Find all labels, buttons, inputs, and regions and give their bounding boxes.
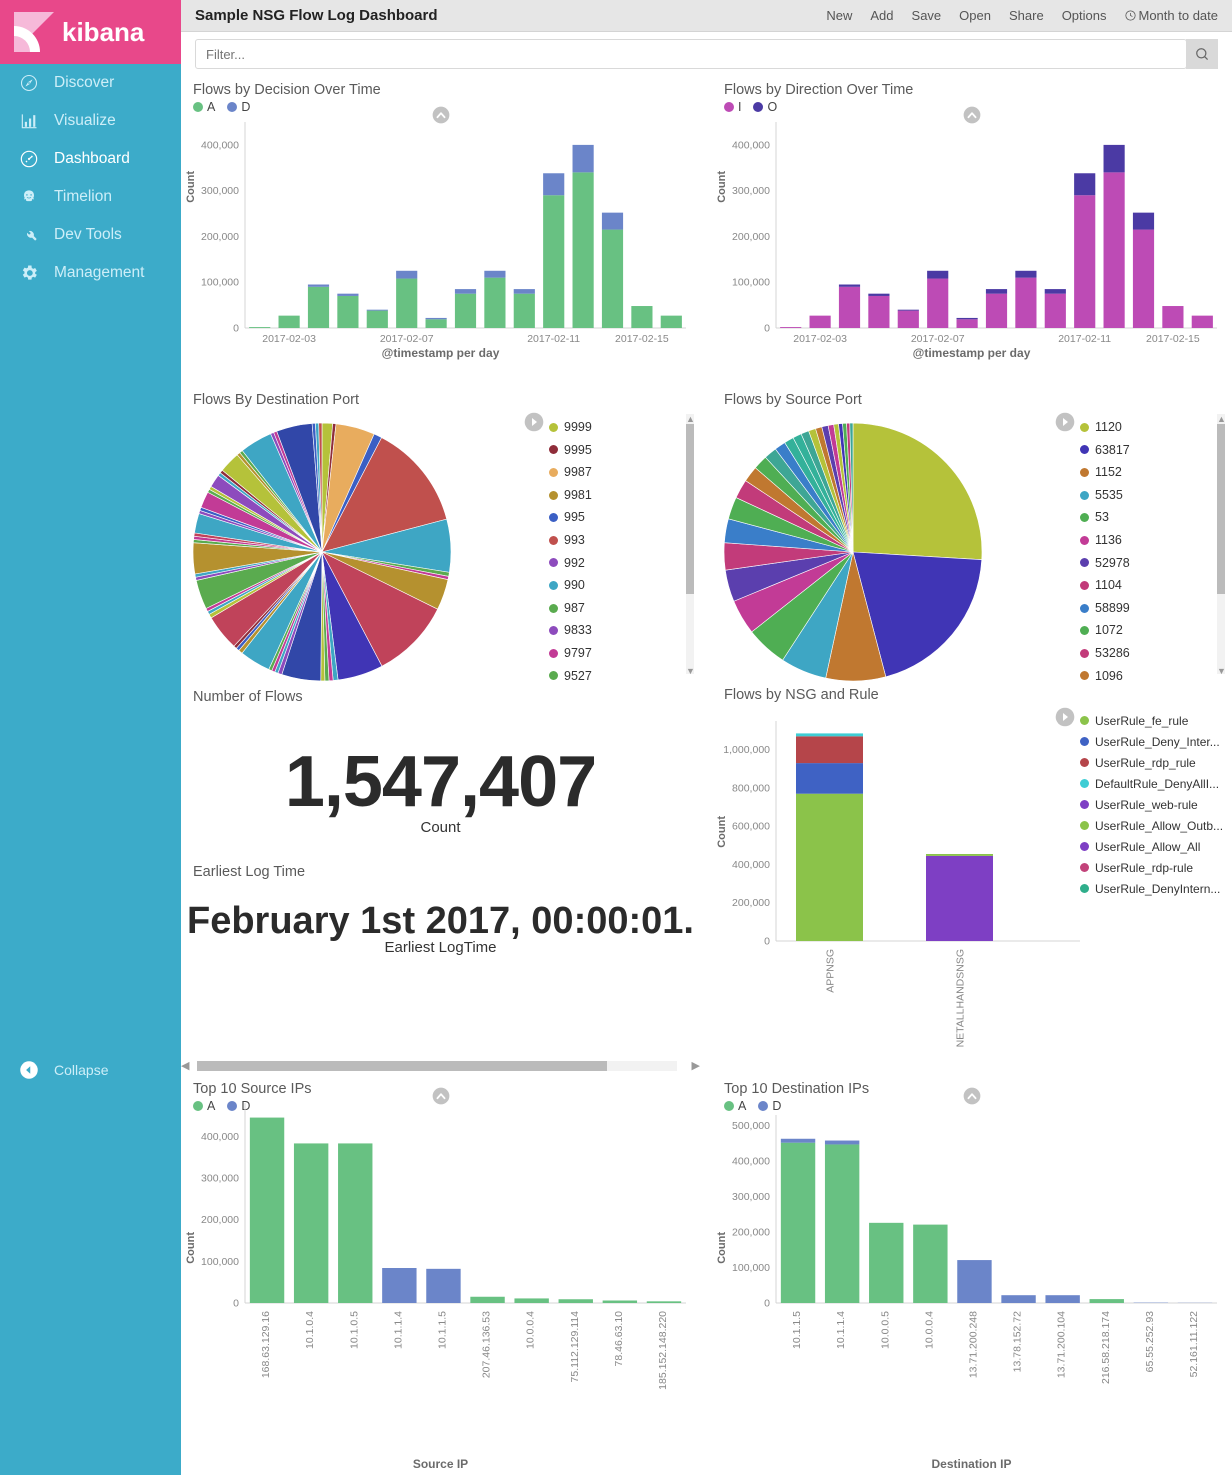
svg-text:300,000: 300,000 xyxy=(201,1173,239,1185)
svg-text:10.1.1.4: 10.1.1.4 xyxy=(835,1311,847,1349)
svg-text:52.161.11.122: 52.161.11.122 xyxy=(1188,1311,1200,1378)
svg-text:400,000: 400,000 xyxy=(732,1156,770,1168)
svg-text:10.1.1.5: 10.1.1.5 xyxy=(436,1311,448,1349)
svg-text:400,000: 400,000 xyxy=(732,139,770,151)
svg-text:1,000,000: 1,000,000 xyxy=(723,744,770,756)
svg-text:2017-02-03: 2017-02-03 xyxy=(793,333,847,345)
svg-text:2017-02-03: 2017-02-03 xyxy=(262,333,316,345)
svg-text:207.46.136.53: 207.46.136.53 xyxy=(481,1311,493,1378)
svg-text:2017-02-07: 2017-02-07 xyxy=(911,333,965,345)
svg-text:78.46.63.10: 78.46.63.10 xyxy=(613,1311,625,1367)
svg-text:0: 0 xyxy=(233,1298,239,1310)
svg-text:0: 0 xyxy=(233,323,239,335)
svg-text:400,000: 400,000 xyxy=(201,139,239,151)
svg-text:200,000: 200,000 xyxy=(732,231,770,243)
svg-text:13.71.200.248: 13.71.200.248 xyxy=(967,1311,979,1378)
svg-text:2017-02-15: 2017-02-15 xyxy=(615,333,669,345)
svg-text:10.1.0.5: 10.1.0.5 xyxy=(348,1311,360,1349)
svg-text:600,000: 600,000 xyxy=(732,821,770,833)
svg-text:200,000: 200,000 xyxy=(201,1214,239,1226)
svg-text:0: 0 xyxy=(764,936,770,948)
svg-text:100,000: 100,000 xyxy=(201,1256,239,1268)
svg-text:185.152.148.220: 185.152.148.220 xyxy=(657,1311,669,1390)
svg-text:10.0.0.4: 10.0.0.4 xyxy=(923,1311,935,1349)
svg-text:2017-02-11: 2017-02-11 xyxy=(527,333,580,345)
svg-text:100,000: 100,000 xyxy=(732,277,770,289)
svg-text:10.1.0.4: 10.1.0.4 xyxy=(304,1311,316,1349)
svg-text:2017-02-15: 2017-02-15 xyxy=(1146,333,1200,345)
svg-text:500,000: 500,000 xyxy=(732,1120,770,1132)
svg-text:NETALLHANDSNSG: NETALLHANDSNSG xyxy=(955,949,967,1047)
svg-text:65.55.252.93: 65.55.252.93 xyxy=(1144,1311,1156,1372)
svg-text:0: 0 xyxy=(764,1298,770,1310)
svg-text:13.78.152.72: 13.78.152.72 xyxy=(1012,1311,1024,1372)
svg-text:100,000: 100,000 xyxy=(201,277,239,289)
svg-text:10.0.0.4: 10.0.0.4 xyxy=(525,1311,537,1349)
svg-text:400,000: 400,000 xyxy=(201,1131,239,1143)
svg-text:200,000: 200,000 xyxy=(732,1227,770,1239)
svg-text:300,000: 300,000 xyxy=(732,1191,770,1203)
svg-text:10.1.1.4: 10.1.1.4 xyxy=(392,1311,404,1349)
svg-text:400,000: 400,000 xyxy=(732,859,770,871)
svg-text:216.58.218.174: 216.58.218.174 xyxy=(1100,1311,1112,1384)
svg-text:800,000: 800,000 xyxy=(732,782,770,794)
svg-text:2017-02-11: 2017-02-11 xyxy=(1058,333,1111,345)
svg-text:300,000: 300,000 xyxy=(732,185,770,197)
svg-text:300,000: 300,000 xyxy=(201,185,239,197)
svg-text:75.112.129.114: 75.112.129.114 xyxy=(569,1311,581,1383)
svg-text:2017-02-07: 2017-02-07 xyxy=(380,333,434,345)
svg-text:200,000: 200,000 xyxy=(201,231,239,243)
svg-text:168.63.129.16: 168.63.129.16 xyxy=(260,1311,272,1378)
svg-text:10.1.1.5: 10.1.1.5 xyxy=(791,1311,803,1349)
svg-text:100,000: 100,000 xyxy=(732,1262,770,1274)
svg-text:13.71.200.104: 13.71.200.104 xyxy=(1056,1311,1068,1378)
svg-text:APPNSG: APPNSG xyxy=(825,949,837,993)
svg-text:200,000: 200,000 xyxy=(732,897,770,909)
svg-text:0: 0 xyxy=(764,323,770,335)
svg-text:10.0.0.5: 10.0.0.5 xyxy=(879,1311,891,1349)
